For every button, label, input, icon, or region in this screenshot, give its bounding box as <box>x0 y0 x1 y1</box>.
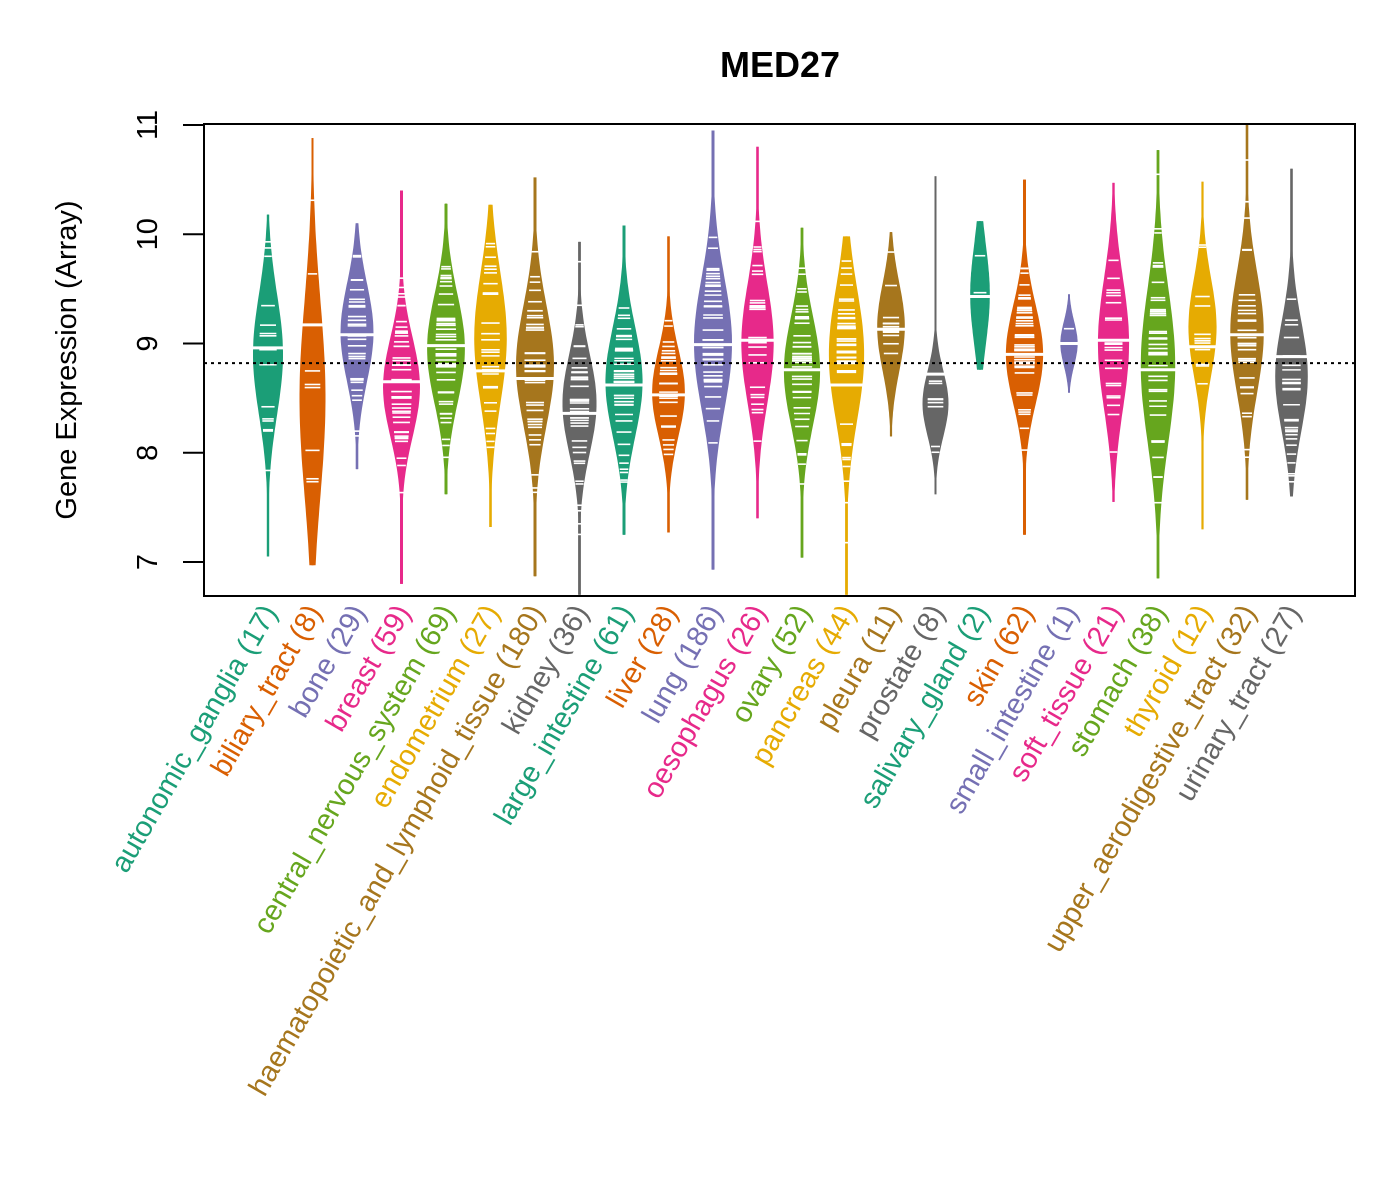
y-axis-label: Gene Expression (Array) <box>51 200 83 519</box>
violin-lung <box>693 130 733 570</box>
violin-large-intestine <box>604 225 644 535</box>
violin-central-nervous-system <box>426 203 466 495</box>
violin-biliary-tract <box>299 138 326 566</box>
violins <box>252 125 1308 595</box>
violin-ovary <box>782 227 822 558</box>
violin-breast <box>382 190 421 584</box>
y-tick-label: 9 <box>132 335 164 351</box>
violin-liver <box>651 236 686 533</box>
x-axis-labels: autonomic_ganglia (17)biliary_tract (8)b… <box>105 600 1308 1102</box>
violin-oesophagus <box>740 146 775 519</box>
y-tick-label: 7 <box>132 554 164 570</box>
violin-autonomic-ganglia <box>252 214 284 557</box>
y-tick-label: 11 <box>132 110 164 140</box>
violin-haematopoietic-and-lymphoid-tissue <box>515 177 555 577</box>
violin-stomach <box>1139 150 1177 579</box>
violin-pancreas <box>828 236 865 595</box>
violin-urinary-tract <box>1275 168 1308 497</box>
violin-soft-tissue <box>1096 182 1131 502</box>
violin-small-intestine <box>1059 294 1079 393</box>
violin-salivary-gland <box>969 221 991 370</box>
chart-title: MED27 <box>720 44 840 85</box>
y-tick-label: 10 <box>132 218 164 250</box>
y-tick-label: 8 <box>132 445 164 461</box>
violin-pleura <box>876 232 906 437</box>
violin-endometrium <box>474 204 507 528</box>
violin-prostate <box>922 176 949 495</box>
violin-kidney <box>561 241 598 595</box>
plot-frame <box>203 123 1356 597</box>
violin-skin <box>1004 179 1045 535</box>
y-axis: 7 8 9 10 11 <box>132 110 205 570</box>
violin-thyroid <box>1188 181 1217 530</box>
violin-upper-aerodigestive-tract <box>1229 125 1265 500</box>
violin-bone <box>339 223 375 470</box>
